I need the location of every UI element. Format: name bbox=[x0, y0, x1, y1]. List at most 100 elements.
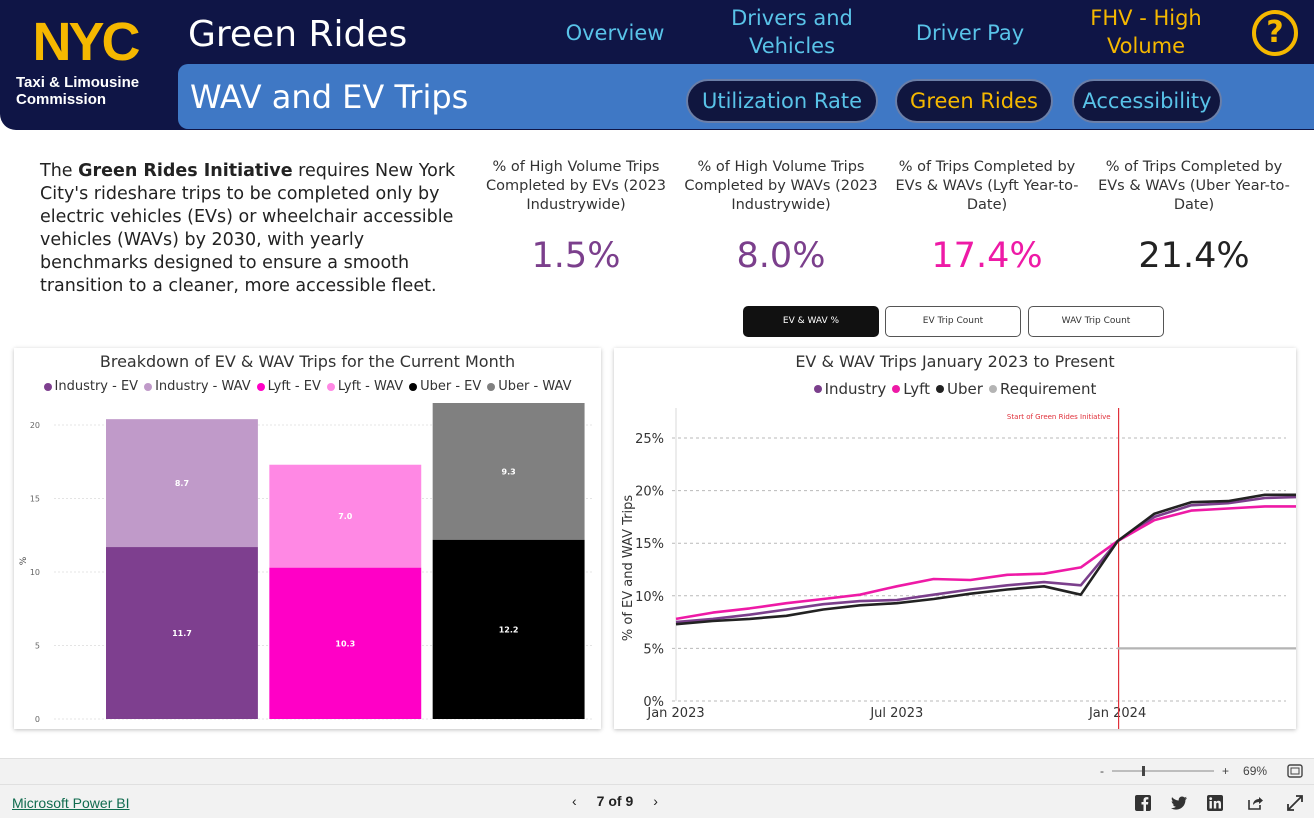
nav-fhv-line2: Volume bbox=[1106, 34, 1186, 58]
line-y-tick-label: 25% bbox=[635, 432, 664, 447]
fit-page-icon[interactable] bbox=[1287, 764, 1303, 778]
line-x-tick-label: Jul 2023 bbox=[869, 706, 923, 721]
tab-accessibility[interactable]: Accessibility bbox=[1072, 79, 1222, 123]
facebook-icon[interactable] bbox=[1134, 794, 1152, 812]
bar-legend-dot bbox=[409, 382, 418, 391]
kpi-label-ev-2023: % of High Volume Trips Completed by EVs … bbox=[486, 159, 666, 213]
page-title: WAV and EV Trips bbox=[190, 78, 469, 116]
line-legend-dot bbox=[813, 385, 822, 393]
series-line-uber[interactable] bbox=[675, 450, 1296, 626]
nav-overview[interactable]: Overview bbox=[565, 21, 665, 45]
line-chart-card: EV & WAV Trips January 2023 to Present I… bbox=[614, 348, 1296, 729]
series-line-lyft[interactable] bbox=[675, 440, 1296, 621]
bar-legend-dot bbox=[256, 382, 265, 391]
bar-legend-label: Industry - EV bbox=[54, 379, 139, 394]
zoom-level: 69% bbox=[1243, 764, 1268, 778]
twitter-icon[interactable] bbox=[1170, 794, 1188, 812]
toggle-ev-wav-percent[interactable]: EV & WAV % bbox=[743, 306, 879, 337]
nav-fhv-line1: FHV - High bbox=[1090, 6, 1202, 30]
bar-legend-dot bbox=[487, 382, 496, 391]
bar-chart-legend: Industry - EV Industry - WAV Lyft - EV Lyft… bbox=[14, 379, 601, 394]
line-legend-label: Uber bbox=[947, 380, 983, 398]
initiative-start-annotation: Start of Green Rides Initiative bbox=[1007, 413, 1111, 421]
kpi-value-uber-ytd: 21.4% bbox=[1138, 236, 1250, 276]
svg-text:NYC: NYC bbox=[32, 18, 139, 64]
line-x-tick-label: Jan 2023 bbox=[646, 706, 704, 721]
line-legend-item[interactable]: Requirement bbox=[988, 380, 1097, 398]
line-legend-dot bbox=[936, 385, 945, 393]
page-indicator: 7 of 9 bbox=[596, 793, 634, 809]
nav-drivers-line1: Drivers and bbox=[731, 6, 853, 30]
bar-y-tick-label: 20 bbox=[30, 421, 40, 430]
bar-legend-item[interactable]: Uber - EV bbox=[409, 379, 481, 394]
series-line-industry[interactable] bbox=[675, 472, 1296, 624]
footer-bar: Microsoft Power BI ‹ 7 of 9 › bbox=[0, 784, 1314, 818]
line-legend-dot bbox=[892, 385, 901, 393]
kpi-value-wav-2023: 8.0% bbox=[736, 236, 826, 276]
prev-page-icon[interactable]: ‹ bbox=[572, 793, 577, 809]
app-title: Green Rides bbox=[188, 14, 408, 55]
kpi-label-wav-2023: % of High Volume Trips Completed by WAVs… bbox=[684, 159, 878, 213]
zoom-out-button[interactable]: - bbox=[1100, 764, 1104, 778]
bar-chart-title: Breakdown of EV & WAV Trips for the Curr… bbox=[99, 352, 516, 371]
line-legend-item[interactable]: Lyft bbox=[892, 380, 930, 398]
line-y-axis-label: % of EV and WAV Trips bbox=[621, 495, 636, 641]
tab-utilization-rate[interactable]: Utilization Rate bbox=[686, 79, 878, 123]
bar-y-tick-label: 15 bbox=[30, 495, 40, 504]
line-y-tick-label: 15% bbox=[635, 537, 664, 552]
nav-driver-pay[interactable]: Driver Pay bbox=[915, 21, 1025, 45]
line-y-tick-label: 10% bbox=[635, 590, 664, 605]
line-chart-legend: Industry Lyft Uber Requirement bbox=[614, 380, 1296, 398]
bar-legend-item[interactable]: Lyft - EV bbox=[256, 379, 321, 394]
share-icon[interactable] bbox=[1246, 794, 1264, 812]
zoom-slider[interactable] bbox=[1108, 764, 1218, 778]
logo-subtitle-line2: Commission bbox=[16, 91, 107, 108]
linkedin-icon[interactable] bbox=[1206, 794, 1224, 812]
kpi-value-lyft-ytd: 17.4% bbox=[931, 236, 1043, 276]
bar-legend-item[interactable]: Industry - EV bbox=[43, 379, 139, 394]
line-legend-item[interactable]: Uber bbox=[936, 380, 983, 398]
intro-text: The Green Rides Initiative requires New … bbox=[40, 160, 460, 298]
line-y-tick-label: 5% bbox=[643, 642, 664, 657]
bar-segment[interactable] bbox=[106, 547, 258, 719]
fullscreen-icon[interactable] bbox=[1286, 794, 1304, 812]
bar-legend-item[interactable]: Uber - WAV bbox=[487, 379, 571, 394]
bar-data-label: 8.7 bbox=[175, 479, 189, 488]
line-legend-label: Requirement bbox=[999, 380, 1097, 398]
bar-segment[interactable] bbox=[432, 539, 585, 719]
bar-segment[interactable] bbox=[432, 403, 585, 540]
logo-subtitle: Taxi & Limousine Commission bbox=[16, 74, 139, 108]
intro-rest: requires New York City's rideshare trips… bbox=[40, 161, 456, 296]
line-legend-item[interactable]: Industry bbox=[813, 380, 886, 398]
bar-y-tick-label: 5 bbox=[35, 642, 40, 651]
zoom-control: - + 69% bbox=[1100, 764, 1303, 778]
bar-segment[interactable] bbox=[269, 464, 422, 568]
nav-fhv-high-volume[interactable]: FHV - High Volume bbox=[1076, 4, 1216, 60]
kpi-value-ev-2023: 1.5% bbox=[531, 236, 621, 276]
bar-segment[interactable] bbox=[106, 419, 258, 548]
line-legend-dot bbox=[988, 385, 997, 393]
powerbi-link[interactable]: Microsoft Power BI bbox=[12, 795, 130, 811]
bar-legend-label: Industry - WAV bbox=[155, 379, 251, 394]
bar-legend-dot bbox=[43, 382, 52, 391]
bar-chart-card: Breakdown of EV & WAV Trips for the Curr… bbox=[14, 348, 601, 729]
bar-legend-item[interactable]: Lyft - WAV bbox=[326, 379, 403, 394]
toggle-ev-trip-count[interactable]: EV Trip Count bbox=[885, 306, 1021, 337]
bar-data-label: 7.0 bbox=[338, 512, 353, 521]
zoom-in-button[interactable]: + bbox=[1222, 764, 1230, 778]
line-y-tick-label: 0% bbox=[643, 695, 664, 710]
zoom-slider-thumb[interactable] bbox=[1142, 766, 1145, 776]
tab-green-rides[interactable]: Green Rides bbox=[895, 79, 1053, 123]
bar-legend-dot bbox=[144, 382, 153, 391]
bar-data-label: 9.3 bbox=[502, 467, 516, 476]
bar-segment[interactable] bbox=[269, 567, 422, 719]
nav-drivers-and-vehicles[interactable]: Drivers and Vehicles bbox=[718, 4, 866, 60]
nyc-logo-mark: NYC bbox=[32, 18, 142, 64]
zoom-bar: - + 69% bbox=[0, 758, 1314, 784]
question-icon[interactable]: ? bbox=[1252, 10, 1298, 56]
line-chart-title: EV & WAV Trips January 2023 to Present bbox=[795, 352, 1115, 371]
next-page-icon[interactable]: › bbox=[653, 793, 658, 809]
toggle-wav-trip-count[interactable]: WAV Trip Count bbox=[1028, 306, 1164, 337]
bar-legend-item[interactable]: Industry - WAV bbox=[144, 379, 251, 394]
